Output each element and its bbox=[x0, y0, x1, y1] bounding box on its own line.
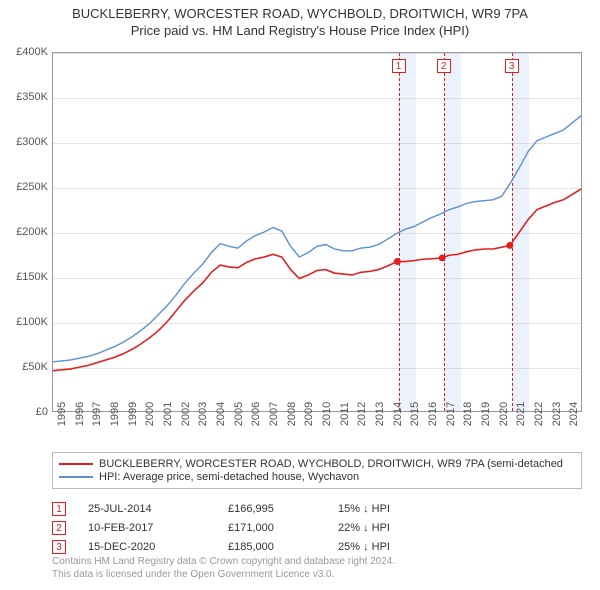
x-tick-label: 2023 bbox=[551, 402, 563, 426]
y-tick-label: £200K bbox=[0, 226, 48, 238]
x-tick-label: 2003 bbox=[197, 402, 209, 426]
x-tick-label: 2024 bbox=[568, 402, 580, 426]
x-tick-label: 2007 bbox=[268, 402, 280, 426]
sale-date: 10-FEB-2017 bbox=[88, 522, 228, 534]
y-tick-label: £150K bbox=[0, 271, 48, 283]
series-property bbox=[53, 189, 581, 371]
y-tick-label: £300K bbox=[0, 136, 48, 148]
x-tick-label: 2009 bbox=[303, 402, 315, 426]
footer-line: This data is licensed under the Open Gov… bbox=[52, 569, 582, 582]
x-tick-label: 2014 bbox=[392, 402, 404, 426]
x-tick-label: 2008 bbox=[286, 402, 298, 426]
x-tick-label: 2005 bbox=[233, 402, 245, 426]
legend-label-hpi: HPI: Average price, semi-detached house,… bbox=[99, 471, 359, 483]
sale-date: 15-DEC-2020 bbox=[88, 541, 228, 553]
x-tick-label: 2012 bbox=[356, 402, 368, 426]
sale-hpi-diff: 25% ↓ HPI bbox=[338, 541, 458, 553]
sale-index-box: 2 bbox=[52, 521, 66, 535]
x-tick-label: 2020 bbox=[498, 402, 510, 426]
sale-point-marker bbox=[394, 258, 401, 265]
footer-line: Contains HM Land Registry data © Crown c… bbox=[52, 556, 582, 569]
x-tick-label: 2011 bbox=[339, 402, 351, 426]
y-tick-label: £0 bbox=[0, 406, 48, 418]
legend: BUCKLEBERRY, WORCESTER ROAD, WYCHBOLD, D… bbox=[52, 452, 582, 489]
x-tick-label: 2022 bbox=[533, 402, 545, 426]
legend-label-property: BUCKLEBERRY, WORCESTER ROAD, WYCHBOLD, D… bbox=[99, 458, 563, 470]
legend-item-hpi: HPI: Average price, semi-detached house,… bbox=[59, 471, 575, 483]
legend-item-property: BUCKLEBERRY, WORCESTER ROAD, WYCHBOLD, D… bbox=[59, 458, 575, 470]
sale-price: £185,000 bbox=[228, 541, 338, 553]
y-tick-label: £250K bbox=[0, 181, 48, 193]
chart-subtitle: Price paid vs. HM Land Registry's House … bbox=[0, 23, 600, 38]
x-tick-label: 2006 bbox=[250, 402, 262, 426]
y-tick-label: £100K bbox=[0, 316, 48, 328]
x-tick-label: 2000 bbox=[144, 402, 156, 426]
x-tick-label: 1996 bbox=[74, 402, 86, 426]
x-tick-label: 1999 bbox=[127, 402, 139, 426]
title-block: BUCKLEBERRY, WORCESTER ROAD, WYCHBOLD, D… bbox=[0, 0, 600, 38]
sale-price: £166,995 bbox=[228, 503, 338, 515]
sales-row: 2 10-FEB-2017 £171,000 22% ↓ HPI bbox=[52, 520, 582, 536]
sale-point-marker bbox=[506, 242, 513, 249]
sales-row: 1 25-JUL-2014 £166,995 15% ↓ HPI bbox=[52, 501, 582, 517]
chart-container: BUCKLEBERRY, WORCESTER ROAD, WYCHBOLD, D… bbox=[0, 0, 600, 590]
legend-swatch-hpi bbox=[59, 476, 93, 478]
x-tick-label: 1997 bbox=[91, 402, 103, 426]
sales-row: 3 15-DEC-2020 £185,000 25% ↓ HPI bbox=[52, 539, 582, 555]
sale-hpi-diff: 22% ↓ HPI bbox=[338, 522, 458, 534]
sales-table: 1 25-JUL-2014 £166,995 15% ↓ HPI 2 10-FE… bbox=[52, 498, 582, 558]
y-tick-label: £400K bbox=[0, 46, 48, 58]
chart-title: BUCKLEBERRY, WORCESTER ROAD, WYCHBOLD, D… bbox=[0, 6, 600, 21]
x-tick-label: 2001 bbox=[162, 402, 174, 426]
x-tick-label: 2010 bbox=[321, 402, 333, 426]
sale-index-box: 3 bbox=[52, 540, 66, 554]
y-tick-label: £50K bbox=[0, 361, 48, 373]
x-tick-label: 2021 bbox=[515, 402, 527, 426]
x-tick-label: 2016 bbox=[427, 402, 439, 426]
attribution-footer: Contains HM Land Registry data © Crown c… bbox=[52, 556, 582, 581]
sale-price: £171,000 bbox=[228, 522, 338, 534]
x-tick-label: 2002 bbox=[180, 402, 192, 426]
x-tick-label: 2013 bbox=[374, 402, 386, 426]
sale-hpi-diff: 15% ↓ HPI bbox=[338, 503, 458, 515]
plot-area: 123 bbox=[52, 52, 582, 412]
y-tick-label: £350K bbox=[0, 91, 48, 103]
sale-index-box: 1 bbox=[52, 502, 66, 516]
x-tick-label: 2019 bbox=[480, 402, 492, 426]
x-tick-label: 2004 bbox=[215, 402, 227, 426]
legend-swatch-property bbox=[59, 463, 93, 465]
x-tick-label: 2018 bbox=[462, 402, 474, 426]
x-tick-label: 1995 bbox=[56, 402, 68, 426]
sale-date: 25-JUL-2014 bbox=[88, 503, 228, 515]
sale-point-marker bbox=[439, 254, 446, 261]
x-tick-label: 2015 bbox=[409, 402, 421, 426]
x-tick-label: 2017 bbox=[445, 402, 457, 426]
series-hpi bbox=[53, 116, 581, 362]
x-tick-label: 1998 bbox=[109, 402, 121, 426]
line-plot-svg bbox=[53, 53, 581, 411]
